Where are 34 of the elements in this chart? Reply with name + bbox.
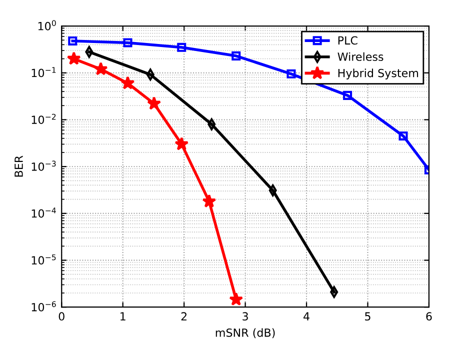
y-tick-label: 10$^{−1}$ bbox=[32, 67, 56, 78]
y-tick-label: 10$^{−2}$ bbox=[32, 114, 56, 124]
x-tick-label: 5 bbox=[365, 312, 370, 321]
y-tick-label: 10$^{−3}$ bbox=[32, 160, 56, 171]
x-tick-label: 6 bbox=[426, 312, 432, 321]
legend-label: Hybrid System bbox=[338, 68, 418, 80]
legend-label: Wireless bbox=[338, 52, 384, 61]
y-tick-label: 10$^{−5}$ bbox=[32, 254, 56, 265]
point bbox=[66, 51, 81, 65]
point bbox=[343, 90, 352, 100]
point bbox=[94, 62, 108, 76]
y-tick-label: 10$^{−6}$ bbox=[32, 301, 56, 312]
x-tick-label: 1 bbox=[120, 312, 126, 320]
x-tick-label: 4 bbox=[304, 312, 310, 320]
point bbox=[147, 96, 162, 110]
point bbox=[232, 51, 241, 60]
point bbox=[330, 286, 338, 298]
point bbox=[174, 136, 189, 150]
point bbox=[177, 42, 186, 52]
y-tick-label: 10$^{0}$ bbox=[38, 20, 56, 30]
legend-label: PLC bbox=[338, 36, 358, 45]
point bbox=[123, 38, 132, 48]
x-tick-label: 3 bbox=[242, 312, 248, 321]
point bbox=[229, 292, 244, 306]
point bbox=[120, 76, 135, 90]
x-axis-title: mSNR (dB) bbox=[216, 328, 275, 338]
point bbox=[68, 36, 78, 46]
y-tick-label: 10$^{−4}$ bbox=[32, 208, 56, 218]
point bbox=[286, 69, 296, 78]
point bbox=[202, 194, 216, 208]
point bbox=[398, 131, 408, 140]
x-tick-label: 0 bbox=[58, 312, 64, 321]
y-axis-title: BER bbox=[14, 156, 23, 177]
x-tick-label: 2 bbox=[181, 312, 186, 320]
